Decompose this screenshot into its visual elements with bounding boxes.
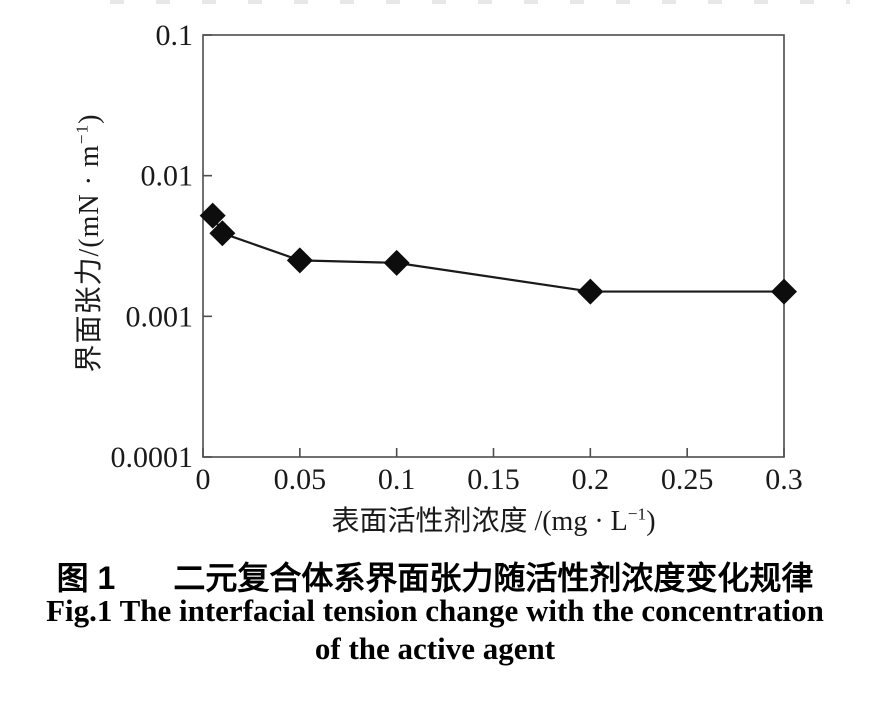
data-point-marker [286, 247, 313, 274]
y-axis-title-close: ) [74, 113, 105, 124]
x-axis-title-close: ) [646, 506, 656, 537]
chart-plot: 0 0.05 0.1 0.15 0.2 0.25 0.3 0.1 0.01 0.001 0.0001 [111, 19, 803, 496]
data-point-marker [209, 220, 236, 247]
plot-frame [202, 34, 785, 458]
x-axis-title: 表面活性剂浓度 /(mg · L−1) [203, 499, 784, 539]
y-axis-title: 界面张力/(mN · m−1) [67, 43, 109, 443]
data-point-marker [771, 278, 797, 305]
figure-caption-chinese: 图 1 二元复合体系界面张力随活性剂浓度变化规律 [0, 553, 870, 599]
data-point-marker [383, 249, 410, 276]
x-axis-title-text: 表面活性剂浓度 /(mg · L [331, 506, 628, 537]
figure-caption-en-line1: Fig.1 The interfacial tension change wit… [46, 593, 824, 628]
x-axis-title-superscript: −1 [627, 504, 647, 524]
y-tick-label: 0.0001 [111, 441, 194, 474]
y-axis-title-text: 界面张力/(mN · m [74, 144, 105, 373]
y-tick-label: 0.001 [126, 300, 194, 333]
x-tick-label: 0.05 [274, 463, 327, 496]
x-tick-label: 0.25 [661, 463, 714, 496]
data-point-marker [199, 202, 226, 229]
x-tick-label: 0.1 [378, 463, 416, 496]
x-tick-label: 0.3 [765, 463, 803, 496]
y-axis-title-superscript: −1 [72, 123, 92, 145]
figure-caption-en-line2: of the active agent [314, 631, 556, 666]
data-point-marker [577, 278, 604, 305]
figure-number-cn: 图 1 [56, 560, 116, 596]
figure-caption-cn-text: 二元复合体系界面张力随活性剂浓度变化规律 [173, 560, 814, 596]
x-tick-label: 0.15 [467, 463, 520, 496]
figure-caption-english: Fig.1 The interfacial tension change wit… [0, 592, 870, 668]
y-tick-label: 0.01 [141, 160, 194, 193]
x-tick-label: 0.2 [572, 463, 610, 496]
scan-artifact [110, 0, 850, 4]
x-tick-label: 0 [196, 463, 211, 496]
y-tick-label: 0.1 [156, 19, 194, 52]
